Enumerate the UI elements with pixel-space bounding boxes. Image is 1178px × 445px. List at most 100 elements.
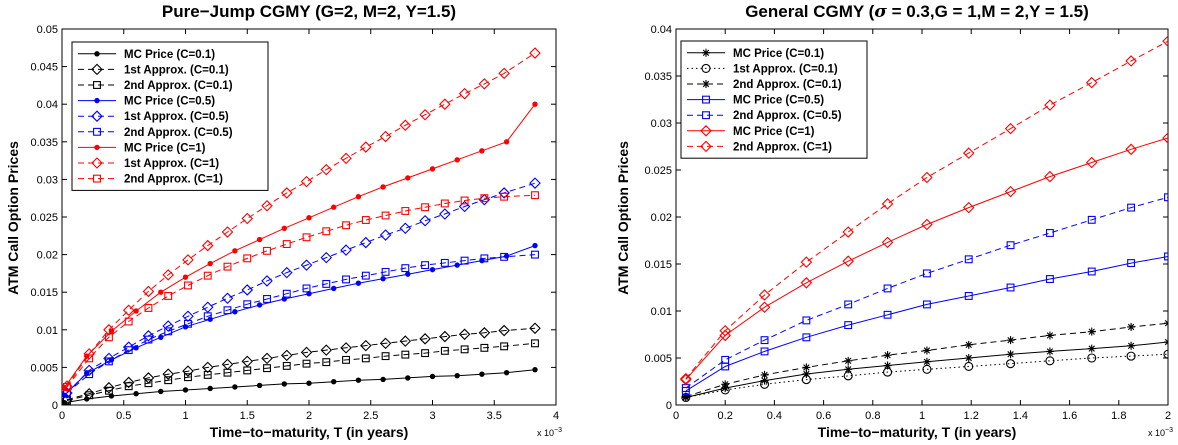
y-tick-label: 0.05 bbox=[37, 24, 58, 36]
data-point bbox=[182, 274, 189, 280]
data-point bbox=[302, 233, 311, 242]
y-tick-label: 0.015 bbox=[30, 287, 58, 299]
data-point bbox=[361, 216, 370, 224]
data-point bbox=[1045, 347, 1054, 356]
data-point bbox=[1125, 143, 1137, 156]
data-point bbox=[532, 366, 538, 373]
data-point bbox=[842, 255, 854, 267]
data-point bbox=[460, 345, 469, 354]
data-point bbox=[122, 304, 135, 317]
data-point bbox=[1087, 353, 1097, 363]
legend-marker bbox=[93, 81, 101, 89]
legend-entry: MC Price (C=0.5) bbox=[78, 96, 215, 108]
x-exponent-label: x 10−3 bbox=[537, 427, 562, 438]
data-point bbox=[133, 308, 139, 314]
legend-marker bbox=[700, 140, 712, 153]
data-point bbox=[142, 285, 155, 298]
data-point bbox=[1127, 203, 1136, 212]
x-tick-label: 2 bbox=[306, 410, 312, 422]
data-point bbox=[802, 316, 811, 325]
legend-marker bbox=[91, 157, 103, 169]
x-tick-label: 1.8 bbox=[1111, 410, 1126, 422]
data-point bbox=[201, 301, 214, 314]
data-point bbox=[256, 236, 263, 243]
data-point bbox=[182, 365, 194, 377]
data-point bbox=[881, 236, 894, 249]
data-point bbox=[124, 346, 133, 355]
data-point bbox=[83, 364, 95, 377]
data-point bbox=[380, 376, 386, 383]
x-tick-label: 1.2 bbox=[964, 410, 979, 422]
y-tick-label: 0.035 bbox=[30, 137, 58, 149]
data-point bbox=[182, 310, 194, 323]
data-point bbox=[342, 355, 350, 364]
y-tick-label: 0.01 bbox=[651, 306, 672, 318]
data-point bbox=[133, 391, 139, 397]
data-point bbox=[439, 330, 451, 343]
data-point bbox=[103, 352, 115, 365]
data-point bbox=[439, 208, 451, 220]
data-point bbox=[380, 184, 386, 190]
data-point bbox=[331, 378, 337, 385]
y-tick-label: 0 bbox=[666, 400, 672, 412]
legend-entry: 1st Approx. (C=1) bbox=[78, 157, 219, 170]
data-point bbox=[1006, 336, 1015, 345]
data-point bbox=[419, 333, 431, 345]
data-point bbox=[922, 300, 931, 309]
y-axis-label: ATM Call Option Prices bbox=[615, 141, 631, 295]
data-point bbox=[142, 330, 155, 342]
data-point bbox=[203, 370, 212, 379]
data-point bbox=[498, 67, 510, 80]
legend-label: MC Price (C=1) bbox=[124, 142, 206, 154]
x-tick-label: 2 bbox=[1165, 410, 1171, 422]
legend-marker bbox=[94, 144, 100, 151]
data-point bbox=[1004, 185, 1017, 198]
data-point bbox=[1125, 55, 1137, 67]
data-point bbox=[355, 377, 362, 383]
legend-label: 1st Approx. (C=1) bbox=[124, 158, 219, 170]
data-point bbox=[280, 187, 293, 199]
y-tick-label: 0.03 bbox=[37, 174, 58, 186]
data-point bbox=[104, 333, 113, 342]
data-point bbox=[1163, 349, 1168, 359]
data-point bbox=[182, 387, 189, 393]
data-point bbox=[405, 175, 411, 181]
data-point bbox=[458, 328, 471, 341]
data-point bbox=[1045, 331, 1054, 340]
x-tick-label: 1.6 bbox=[1062, 410, 1077, 422]
data-point bbox=[480, 343, 489, 352]
data-point bbox=[1162, 132, 1168, 144]
legend-entry: MC Price (C=0.5) bbox=[687, 95, 824, 107]
data-point bbox=[322, 227, 331, 236]
legend-label: 1st Approx. (C=0.1) bbox=[733, 63, 838, 75]
data-point bbox=[162, 269, 174, 281]
data-point bbox=[964, 354, 973, 362]
series-7 bbox=[62, 47, 541, 392]
data-point bbox=[922, 346, 931, 355]
legend-entry: 2nd Approx. (C=0.5) bbox=[687, 110, 842, 122]
legend-marker bbox=[91, 63, 103, 76]
y-tick-label: 0 bbox=[52, 400, 58, 412]
data-point bbox=[280, 349, 293, 362]
data-point bbox=[360, 339, 372, 352]
data-point bbox=[802, 363, 811, 372]
legend-entry: MC Price (C=0.1) bbox=[687, 48, 824, 60]
y-tick-label: 0.025 bbox=[30, 212, 58, 224]
data-point bbox=[429, 373, 436, 380]
data-point bbox=[921, 218, 933, 231]
y-tick-label: 0.04 bbox=[651, 24, 672, 36]
data-point bbox=[758, 289, 771, 301]
data-point bbox=[503, 253, 510, 259]
data-point bbox=[62, 383, 71, 391]
y-tick-label: 0.03 bbox=[651, 118, 672, 130]
legend-label: 1st Approx. (C=0.5) bbox=[124, 111, 229, 123]
data-point bbox=[1006, 241, 1015, 250]
data-point bbox=[500, 192, 509, 201]
data-point bbox=[844, 356, 853, 365]
data-point bbox=[320, 344, 333, 356]
data-point bbox=[232, 248, 238, 254]
data-point bbox=[182, 254, 194, 266]
legend-entry: 1st Approx. (C=0.5) bbox=[78, 110, 229, 123]
data-point bbox=[844, 300, 853, 309]
